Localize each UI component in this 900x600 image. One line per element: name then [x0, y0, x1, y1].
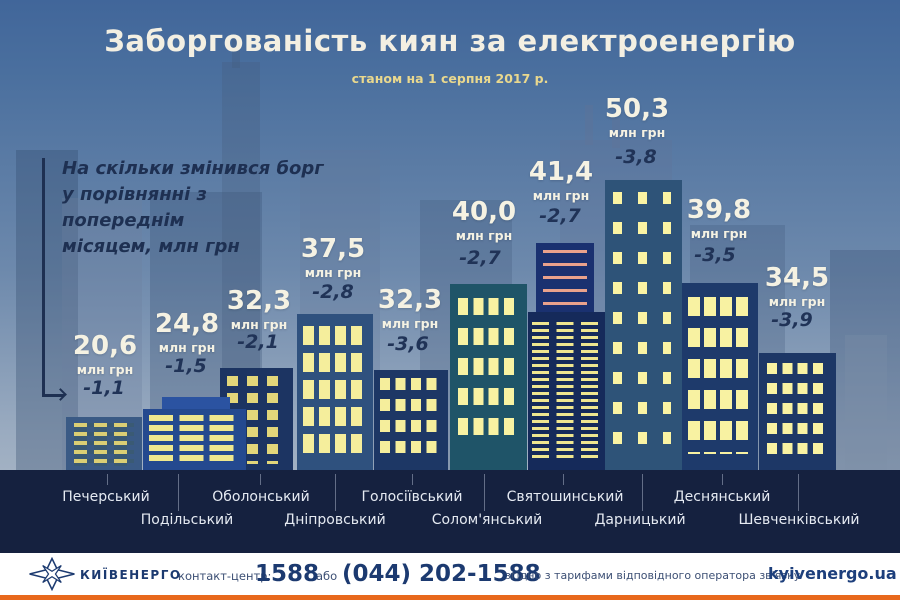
annotation-line: місяцем, млн грн	[62, 236, 240, 258]
kyivenergo-logo-icon	[29, 557, 75, 591]
building-podilskyi	[143, 409, 246, 470]
axis-tick	[798, 474, 799, 511]
change-value: -1,5	[165, 355, 207, 377]
footer-bar: КИЇВЕНЕРГО контакт-центр: 1588 або (044)…	[0, 553, 900, 595]
change-value: -2,1	[237, 331, 279, 353]
background-building-antenna	[585, 105, 593, 145]
tariff-note: згідно з тарифами відповідного оператора…	[505, 569, 801, 582]
building-windows	[613, 192, 671, 458]
district-label: Дарницький	[594, 512, 686, 528]
debt-value: 24,8 млн грн	[154, 309, 220, 356]
annotation-arrow-line	[42, 158, 45, 396]
contact-center-label: контакт-центр:	[178, 569, 272, 583]
change-value: -3,8	[615, 146, 657, 168]
district-label: Оболонський	[212, 489, 310, 505]
debt-value: 40,0 млн грн	[451, 197, 517, 244]
debt-value: 41,4 млн грн	[528, 157, 594, 204]
axis-tick	[484, 474, 485, 511]
debt-unit: млн грн	[381, 316, 439, 332]
building-windows	[380, 378, 442, 462]
website-link[interactable]: kyivenergo.ua	[768, 564, 897, 583]
district-label: Голосіївський	[361, 489, 463, 505]
debt-value: 32,3 млн грн	[377, 285, 443, 332]
background-building-silhouette	[845, 335, 887, 470]
change-value: -3,6	[387, 333, 429, 355]
district-label: Святошинський	[506, 489, 624, 505]
axis-tick	[642, 474, 643, 511]
district-label: Подільський	[140, 512, 234, 528]
annotation-arrow-line	[42, 394, 64, 397]
building-desnianskyi	[682, 283, 758, 470]
building-windows	[74, 423, 134, 466]
district-label: Деснянський	[673, 489, 771, 505]
building-windows	[303, 326, 367, 460]
building-podilskyi-roof	[162, 397, 230, 410]
axis-tick	[260, 474, 261, 485]
accent-strip	[0, 595, 900, 600]
change-value: -2,7	[459, 247, 501, 269]
building-shevchenkivskyi	[759, 353, 836, 470]
axis-band	[0, 470, 900, 553]
building-windows	[688, 297, 752, 454]
axis-tick	[107, 474, 108, 485]
or-label: або	[316, 569, 338, 583]
debt-unit: млн грн	[76, 362, 134, 378]
building-holosiivskyi	[374, 370, 448, 470]
annotation-line: На скільки змінився борг	[62, 158, 324, 179]
debt-value: 20,6 млн грн	[72, 331, 138, 378]
legend-annotation: На скільки змінився борг у порівнянні з …	[62, 156, 332, 260]
building-solomianskyi	[450, 284, 527, 470]
change-value: -3,9	[771, 309, 813, 331]
page-title: Заборгованість киян за електроенергію	[104, 24, 796, 58]
axis-tick	[178, 474, 179, 511]
debt-value: 39,8 млн грн	[686, 195, 752, 242]
debt-unit: млн грн	[455, 228, 513, 244]
district-label: Печерський	[62, 489, 150, 505]
change-value: -2,7	[539, 205, 581, 227]
debt-value: 32,3 млн грн	[226, 286, 292, 333]
background-building-silhouette	[830, 250, 900, 470]
debt-unit: млн грн	[690, 226, 748, 242]
change-value: -2,8	[312, 281, 354, 303]
building-windows	[767, 363, 828, 460]
district-label: Шевченківський	[738, 512, 860, 528]
axis-tick	[722, 474, 723, 485]
building-stripes	[543, 250, 587, 305]
debt-unit: млн грн	[768, 294, 826, 310]
building-windows	[532, 322, 598, 462]
building-sviatoshynskyi	[528, 312, 605, 470]
debt-value: 50,3 млн грн	[604, 94, 670, 141]
change-value: -3,5	[694, 244, 736, 266]
phone-short: 1588	[255, 561, 320, 587]
annotation-line: у порівнянні з попереднім	[62, 184, 208, 232]
background-building-antenna	[612, 118, 620, 148]
debt-value: 34,5 млн грн	[764, 263, 830, 310]
building-darnytskyi	[605, 180, 682, 470]
building-windows	[458, 298, 519, 446]
page-subtitle: станом на 1 серпня 2017 р.	[351, 71, 549, 86]
axis-tick	[563, 474, 564, 485]
building-pecherskyi	[66, 417, 142, 470]
phone-full: (044) 202-1588	[342, 561, 541, 587]
change-value: -1,1	[83, 377, 125, 399]
district-label: Дніпровський	[284, 512, 386, 528]
debt-unit: млн грн	[532, 188, 590, 204]
background-building-antenna	[232, 38, 240, 68]
building-sviatoshynskyi-tower	[536, 243, 594, 312]
axis-tick	[335, 474, 336, 511]
building-dniprovskyi	[297, 314, 373, 470]
brand-name: КИЇВЕНЕРГО	[80, 568, 182, 582]
building-windows	[149, 415, 240, 464]
district-label: Солом'янський	[431, 512, 543, 528]
axis-tick	[412, 474, 413, 485]
debt-unit: млн грн	[608, 125, 666, 141]
debt-value: 37,5 млн грн	[300, 234, 366, 281]
debt-unit: млн грн	[158, 340, 216, 356]
background-building-silhouette	[16, 150, 78, 470]
debt-unit: млн грн	[304, 265, 362, 281]
debt-unit: млн грн	[230, 317, 288, 333]
